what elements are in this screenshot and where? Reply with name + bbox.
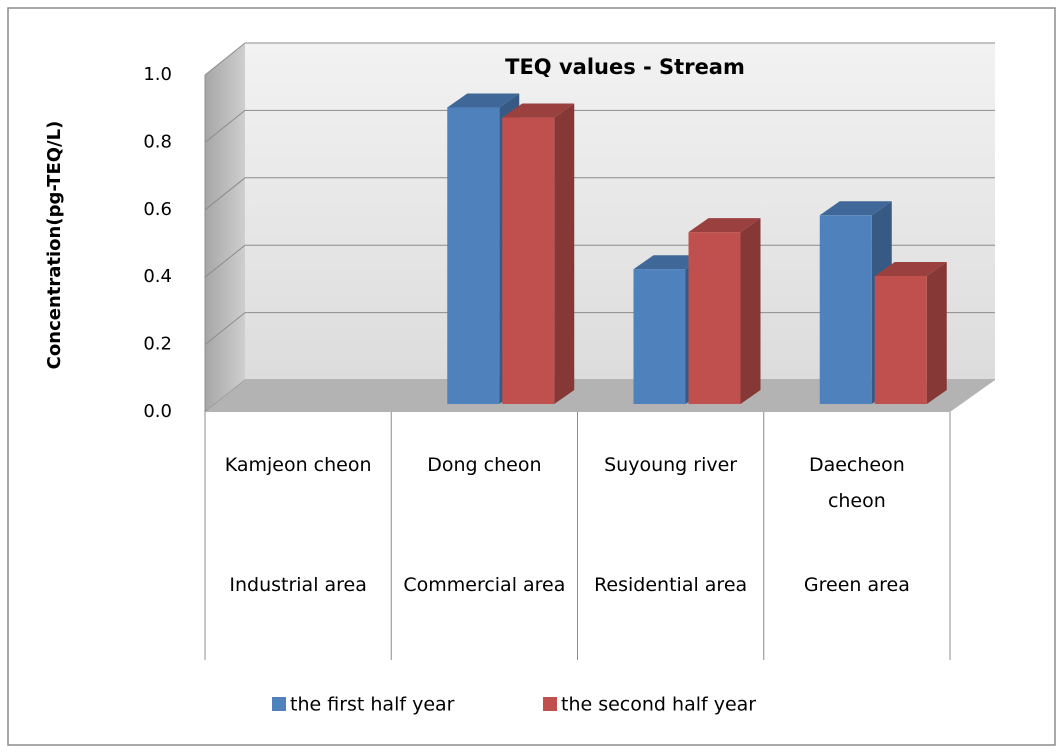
bar-front bbox=[502, 117, 555, 405]
back-wall bbox=[245, 43, 995, 380]
grid-line bbox=[204, 110, 246, 143]
x-group-label: Commercial area bbox=[403, 574, 566, 596]
bar-front bbox=[633, 269, 686, 404]
bar-top bbox=[447, 93, 520, 108]
x-tick-label-box: Dong cheon bbox=[427, 454, 542, 476]
bar bbox=[874, 261, 947, 404]
x-tick-label-box: Kamjeon cheon bbox=[224, 454, 372, 476]
bar-front bbox=[447, 107, 500, 404]
bar-top bbox=[874, 261, 947, 276]
bar-top bbox=[688, 218, 761, 233]
legend-swatch bbox=[543, 697, 557, 711]
x-group-label: Industrial area bbox=[229, 574, 367, 596]
x-group-label-box: Commercial area bbox=[403, 574, 566, 596]
bar-front bbox=[819, 215, 872, 404]
bar-front bbox=[688, 232, 741, 404]
x-tick-label: Dong cheon bbox=[427, 454, 542, 476]
bar bbox=[819, 201, 892, 404]
grid-line bbox=[204, 177, 246, 211]
x-tick-label-box: Daecheon cheon bbox=[808, 454, 905, 512]
legend-swatch bbox=[272, 697, 286, 711]
y-tick-label: 0.4 bbox=[143, 266, 172, 287]
bar-side bbox=[740, 218, 761, 404]
x-group-label: Residential area bbox=[594, 574, 748, 596]
legend-label: the second half year bbox=[561, 694, 756, 716]
x-group-label-box: Green area bbox=[803, 574, 910, 596]
y-tick-label: 0.6 bbox=[143, 199, 172, 220]
legend-label: the first half year bbox=[290, 694, 455, 716]
bar-front bbox=[874, 275, 927, 404]
x-group-label-box: Industrial area bbox=[229, 574, 367, 596]
side-wall bbox=[205, 43, 245, 412]
y-tick-label: 0.0 bbox=[143, 401, 172, 422]
chart-title: TEQ values - Stream bbox=[505, 55, 745, 79]
x-tick-label: Kamjeon cheon bbox=[224, 454, 372, 476]
grid-line bbox=[204, 244, 246, 278]
bar-top bbox=[819, 201, 892, 216]
bar-top bbox=[502, 103, 575, 118]
y-tick-label: 0.2 bbox=[143, 334, 172, 355]
x-tick-label-box: Suyoung river bbox=[604, 454, 738, 476]
bar bbox=[688, 218, 761, 404]
grid-line bbox=[204, 312, 246, 345]
x-group-label-box: Residential area bbox=[594, 574, 748, 596]
y-tick-label: 1.0 bbox=[143, 64, 172, 85]
floor bbox=[205, 380, 995, 412]
bar-top bbox=[633, 255, 706, 270]
bar bbox=[502, 103, 575, 405]
grid-line bbox=[204, 42, 246, 76]
y-axis-label: Concentration(pg-TEQ/L) bbox=[44, 121, 65, 370]
x-group-label: Green area bbox=[803, 574, 910, 596]
bar-side bbox=[926, 261, 947, 404]
x-tick-label: Suyoung river bbox=[604, 454, 738, 476]
x-tick-label: Daecheon cheon bbox=[808, 454, 905, 512]
bar-side bbox=[554, 103, 575, 405]
y-tick-label: 0.8 bbox=[143, 131, 172, 152]
